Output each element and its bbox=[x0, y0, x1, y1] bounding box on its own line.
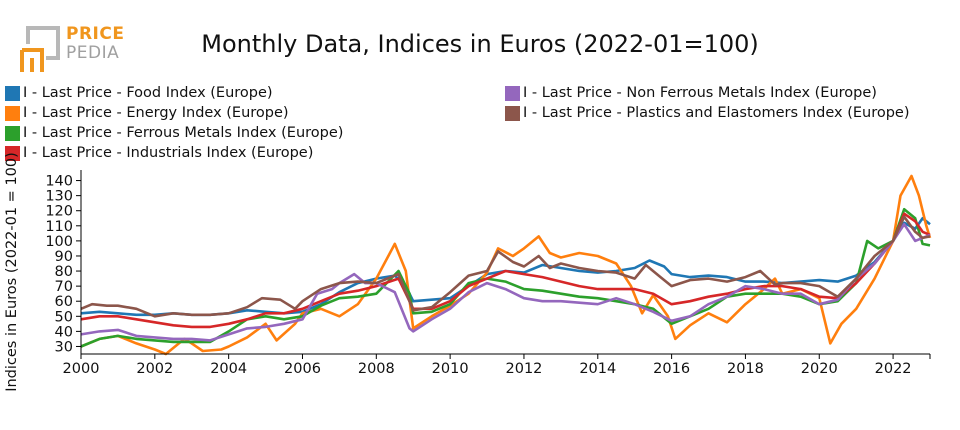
y-tick-label: 100 bbox=[45, 234, 73, 250]
y-tick-label: 130 bbox=[45, 189, 73, 205]
y-tick-label: 30 bbox=[55, 339, 73, 355]
y-tick-label: 60 bbox=[55, 294, 73, 310]
x-tick-label: 2018 bbox=[727, 361, 764, 377]
legend-label: I - Last Price - Food Index (Europe) bbox=[23, 85, 273, 101]
y-tick-label: 70 bbox=[55, 279, 73, 295]
legend-swatch bbox=[505, 85, 520, 101]
y-axis-label: Indices in Euros (2022-01 = 100) bbox=[4, 152, 20, 392]
logo-mark-icon bbox=[20, 26, 60, 72]
y-tick-label: 40 bbox=[55, 324, 73, 340]
chart-legend-left: I - Last Price - Food Index (Europe) I - … bbox=[5, 83, 343, 163]
legend-swatch bbox=[5, 105, 20, 121]
legend-swatch bbox=[5, 85, 20, 101]
series-line-1 bbox=[80, 217, 931, 317]
series-line-4 bbox=[80, 212, 931, 329]
x-tick-label: 2002 bbox=[136, 361, 173, 377]
y-tick-label: 140 bbox=[45, 174, 73, 190]
legend-label: I - Last Price - Energy Index (Europe) bbox=[23, 105, 289, 121]
legend-item[interactable]: I - Last Price - Plastics and Elastomers… bbox=[505, 103, 910, 123]
series-line-6 bbox=[80, 215, 931, 318]
x-tick-label: 2004 bbox=[210, 361, 247, 377]
x-tick-label: 2014 bbox=[579, 361, 616, 377]
x-tick-label: 2022 bbox=[875, 361, 912, 377]
x-tick-label: 2020 bbox=[801, 361, 838, 377]
legend-swatch bbox=[5, 145, 20, 161]
x-tick-label: 2016 bbox=[653, 361, 690, 377]
series-line-5 bbox=[80, 223, 931, 342]
x-tick-label: 2008 bbox=[358, 361, 395, 377]
legend-item[interactable]: I - Last Price - Industrials Index (Euro… bbox=[5, 143, 343, 163]
x-tick-label: 2010 bbox=[432, 361, 469, 377]
y-tick-label: 120 bbox=[45, 204, 73, 220]
logo-text-pedia: PEDIA bbox=[66, 43, 120, 63]
legend-label: I - Last Price - Industrials Index (Euro… bbox=[23, 145, 314, 161]
x-tick-label: 2012 bbox=[506, 361, 543, 377]
legend-item[interactable]: I - Last Price - Energy Index (Europe) bbox=[5, 103, 343, 123]
y-tick-label: 90 bbox=[55, 249, 73, 265]
x-tick-label: 2000 bbox=[63, 361, 100, 377]
pricepedia-logo: PRICE PEDIA bbox=[18, 22, 128, 74]
y-tick-label: 50 bbox=[55, 309, 73, 325]
x-tick-label: 2006 bbox=[284, 361, 321, 377]
series-line-2 bbox=[80, 174, 932, 356]
logo-text-price: PRICE bbox=[66, 24, 125, 44]
chart-title: Monthly Data, Indices in Euros (2022-01=… bbox=[201, 30, 759, 58]
legend-label: I - Last Price - Non Ferrous Metals Inde… bbox=[523, 85, 877, 101]
legend-item[interactable]: I - Last Price - Ferrous Metals Index (E… bbox=[5, 123, 343, 143]
legend-swatch bbox=[505, 105, 520, 121]
legend-label: I - Last Price - Ferrous Metals Index (E… bbox=[23, 125, 344, 141]
legend-item[interactable]: I - Last Price - Food Index (Europe) bbox=[5, 83, 343, 103]
y-tick-label: 80 bbox=[55, 264, 73, 280]
y-tick-label: 110 bbox=[45, 219, 73, 235]
legend-label: I - Last Price - Plastics and Elastomers… bbox=[523, 105, 910, 121]
legend-swatch bbox=[5, 125, 20, 141]
legend-item[interactable]: I - Last Price - Non Ferrous Metals Inde… bbox=[505, 83, 910, 103]
chart-legend-right: I - Last Price - Non Ferrous Metals Inde… bbox=[505, 83, 910, 123]
